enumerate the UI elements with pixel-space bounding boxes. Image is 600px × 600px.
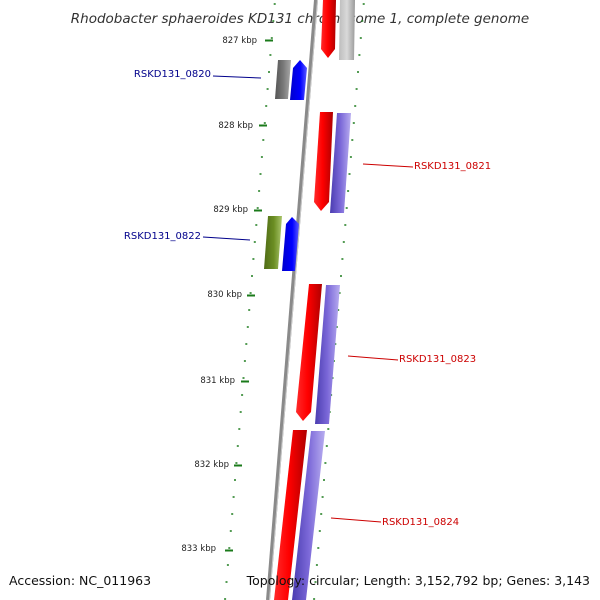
topology-summary-text: Topology: circular; Length: 3,152,792 bp… [246, 573, 590, 588]
gene-label[interactable]: RSKD131_0821 [414, 161, 491, 172]
chromosome-backbone-highlight [269, 0, 318, 600]
accession-text: Accession: NC_011963 [9, 573, 152, 588]
gene-RSKD131_0822[interactable]: RSKD131_0822 [124, 216, 299, 271]
gene-label-leader [362, 163, 414, 168]
tick-label-831: 831 kbp [200, 376, 235, 386]
tick-label-830: 830 kbp [207, 290, 242, 300]
gene-cds-bar[interactable] [330, 113, 351, 213]
gene-label-leader [212, 75, 262, 79]
gene-RSKD131_0823[interactable]: RSKD131_0823 [296, 284, 476, 424]
gene-cds-arrow[interactable] [282, 217, 299, 271]
tick-label-829: 829 kbp [213, 205, 248, 215]
gene-label[interactable]: RSKD131_0820 [134, 69, 211, 80]
gene-cds-bar[interactable] [315, 285, 340, 424]
gene-label-leader [330, 517, 382, 523]
gene-label-leader [202, 236, 251, 241]
tick-label-827: 827 kbp [222, 36, 257, 46]
gene-feature-bar[interactable] [274, 430, 307, 600]
gene-feature-arrow[interactable] [314, 112, 333, 211]
gene-label[interactable]: RSKD131_0822 [124, 231, 201, 242]
outer-tick-marks [313, 3, 365, 600]
ruler-828: 828 kbp [218, 121, 267, 131]
gene-cds-arrow[interactable] [290, 60, 307, 100]
tick-label-833: 833 kbp [181, 544, 216, 554]
gene-top-partial[interactable] [321, 0, 355, 60]
gene-RSKD131_0821[interactable]: RSKD131_0821 [314, 112, 491, 213]
gene-cds-bar[interactable] [339, 0, 355, 60]
ruler-830: 830 kbp [207, 290, 255, 300]
ruler-832: 832 kbp [194, 460, 242, 470]
gene-label-leader [347, 355, 399, 361]
inner-tick-marks [224, 3, 276, 600]
tick-label-832: 832 kbp [194, 460, 229, 470]
tick-label-828: 828 kbp [218, 121, 253, 131]
ruler-833: 833 kbp [181, 544, 233, 554]
ruler-831: 831 kbp [200, 376, 249, 386]
gene-RSKD131_0824[interactable]: RSKD131_0824 [274, 430, 459, 600]
gene-feature-bar[interactable] [264, 216, 282, 269]
ruler-829: 829 kbp [213, 205, 262, 215]
gene-feature-bar[interactable] [275, 60, 291, 99]
map-title: Rhodobacter sphaeroides KD131 chromosome… [71, 11, 529, 27]
gene-RSKD131_0820[interactable]: RSKD131_0820 [134, 60, 307, 100]
gene-label[interactable]: RSKD131_0824 [382, 517, 459, 528]
gene-cds-bar[interactable] [292, 431, 325, 600]
gene-label[interactable]: RSKD131_0823 [399, 354, 476, 365]
gene-feature-arrow[interactable] [321, 0, 336, 58]
ruler-827: 827 kbp [222, 36, 273, 46]
gene-feature-arrow[interactable] [296, 284, 322, 421]
chromosome-backbone [266, 0, 318, 600]
